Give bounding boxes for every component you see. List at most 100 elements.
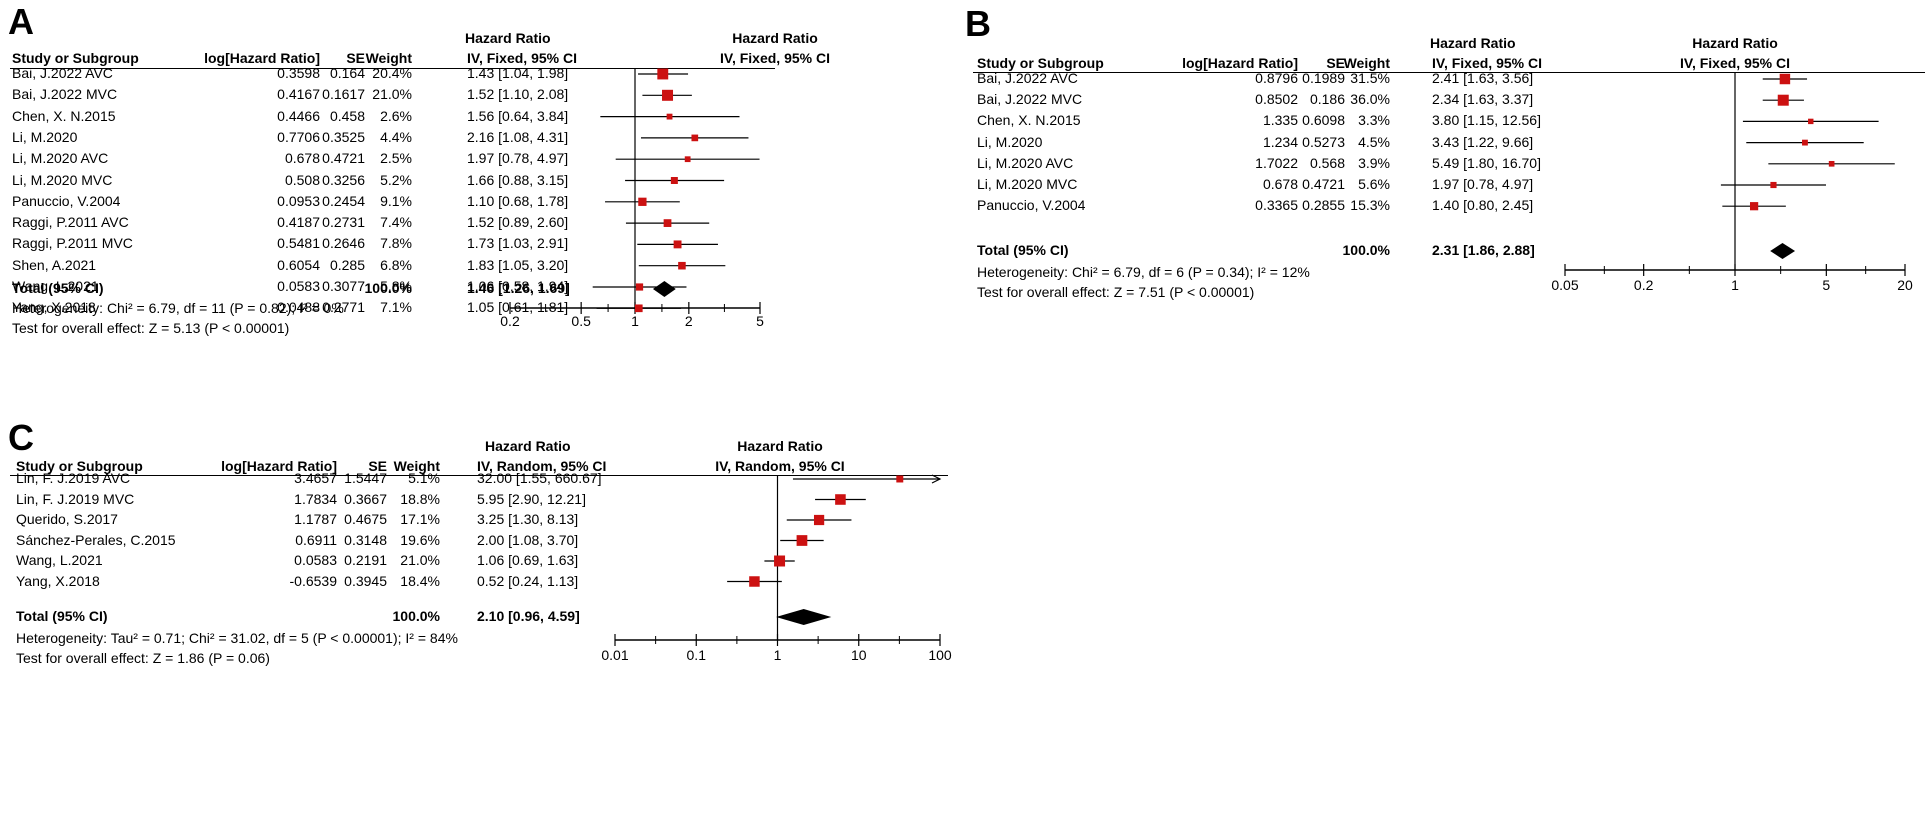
ci-value: 2.16 [1.08, 4.31] <box>467 128 569 145</box>
ci-value: 3.80 [1.15, 12.56] <box>1432 112 1541 129</box>
pooled-diamond <box>776 609 832 625</box>
ci-value: 1.66 [0.88, 3.15] <box>467 171 569 188</box>
total-label: Total (95% CI) <box>977 242 1069 258</box>
se-value: 0.4675 <box>344 511 387 527</box>
se-value: 0.2855 <box>1302 197 1345 214</box>
loghr-value: 0.8796 <box>1255 70 1298 86</box>
se-value: 0.3077 <box>322 278 365 294</box>
se-value: 0.3667 <box>344 490 387 507</box>
study-name: Yang, X.2018 <box>16 572 100 589</box>
effect-marker <box>666 113 673 120</box>
loghr-value: 0.3598 <box>277 65 320 81</box>
ci-value: 1.97 [0.78, 4.97] <box>1432 176 1534 192</box>
effect-marker <box>678 261 686 270</box>
loghr-value: 0.0583 <box>294 552 337 568</box>
heterogeneity-text: Heterogeneity: Chi² = 6.79, df = 6 (P = … <box>977 264 1310 280</box>
effect-marker <box>638 197 647 206</box>
weight-value: 7.1% <box>380 299 412 316</box>
x-tick-label: 1 <box>774 647 782 663</box>
ci-arrow <box>931 474 942 484</box>
ci-column-header-top: Hazard Ratio <box>1430 35 1516 51</box>
weight-value: 36.0% <box>1350 91 1390 108</box>
loghr-value: 3.4657 <box>294 470 337 486</box>
x-tick-label: 1 <box>631 313 639 329</box>
weight-value: 3.9% <box>1358 154 1390 171</box>
study-name: Bai, J.2022 AVC <box>977 70 1078 86</box>
study-name: Raggi, P.2011 MVC <box>12 235 133 252</box>
study-name: Li, M.2020 <box>12 128 78 145</box>
se-value: 0.3256 <box>322 171 365 188</box>
ci-column-header-top: Hazard Ratio <box>485 438 571 454</box>
effect-marker <box>813 514 825 526</box>
header-rule <box>10 68 775 69</box>
study-name: Li, M.2020 MVC <box>977 176 1078 192</box>
col-header-study: Study or Subgroup <box>977 55 1104 71</box>
loghr-value: 0.0583 <box>277 278 320 294</box>
x-tick-label: 0.05 <box>1551 277 1578 293</box>
loghr-value: 0.3365 <box>1255 197 1298 214</box>
col-header-weight: Weight <box>365 50 412 66</box>
ci-value: 5.95 [2.90, 12.21] <box>477 490 586 507</box>
study-name: Sánchez-Perales, C.2015 <box>16 531 176 548</box>
forest-panel-c: C Hazard Ratio Study or Subgroup log[Hazard… <box>0 420 960 840</box>
study-name: Bai, J.2022 AVC <box>12 65 113 81</box>
se-value: 0.3945 <box>344 572 387 589</box>
plot-header: Hazard Ratio <box>737 438 823 454</box>
effect-marker <box>796 535 808 546</box>
weight-value: 2.5% <box>380 150 412 167</box>
loghr-value: 0.0953 <box>277 192 320 209</box>
ci-value: 1.10 [0.68, 1.78] <box>467 192 569 209</box>
study-name: Li, M.2020 MVC <box>12 171 113 188</box>
col-header-loghr: log[Hazard Ratio] <box>204 50 320 66</box>
plot-header: Hazard Ratio <box>732 30 818 46</box>
forest-plot-area: 0.01 0.1 1 10 100 <box>601 474 952 663</box>
total-weight: 100.0% <box>364 280 412 296</box>
se-value: 0.164 <box>329 65 365 81</box>
weight-value: 5.1% <box>408 470 440 486</box>
weight-value: 18.4% <box>400 572 440 589</box>
x-tick-label: 100 <box>928 647 952 663</box>
col-header-weight: Weight <box>393 458 440 474</box>
study-name: Lin, F. J.2019 AVC <box>16 470 131 486</box>
effect-marker <box>691 134 699 142</box>
study-name: Lin, F. J.2019 MVC <box>16 490 135 507</box>
study-name: Panuccio, V.2004 <box>977 197 1086 214</box>
weight-value: 4.5% <box>1358 133 1390 150</box>
weight-value: 9.1% <box>380 192 412 209</box>
effect-marker <box>1802 139 1808 146</box>
study-name: Bai, J.2022 MVC <box>12 86 118 103</box>
weight-value: 3.3% <box>1358 112 1390 129</box>
study-name: Li, M.2020 AVC <box>12 150 109 167</box>
loghr-value: 1.7834 <box>294 490 337 507</box>
effect-marker <box>1808 118 1814 125</box>
total-ci: 2.10 [0.96, 4.59] <box>477 608 580 624</box>
ci-value: 1.05 [0.61, 1.81] <box>467 299 569 316</box>
study-name: Wang, L.2021 <box>16 552 103 568</box>
se-value: 0.5273 <box>1302 133 1345 150</box>
ci-value: 1.56 [0.64, 3.84] <box>467 107 569 124</box>
col-header-se: SE <box>1326 55 1345 71</box>
weight-value: 18.8% <box>400 490 440 507</box>
weight-value: 5.8% <box>380 278 412 294</box>
col-header-study: Study or Subgroup <box>16 458 143 474</box>
ci-value: 2.00 [1.08, 3.70] <box>477 531 579 548</box>
x-tick-label: 0.2 <box>1634 277 1654 293</box>
total-ci: 1.46 [1.26, 1.69] <box>467 280 570 296</box>
col-header-weight: Weight <box>1343 55 1390 71</box>
study-name: Querido, S.2017 <box>16 511 118 527</box>
weight-value: 7.8% <box>380 235 412 252</box>
x-tick-label: 20 <box>1897 277 1913 293</box>
effect-marker <box>896 475 904 483</box>
total-label: Total (95% CI) <box>12 280 104 296</box>
effect-marker <box>634 304 643 313</box>
weight-value: 19.6% <box>400 531 440 548</box>
x-tick-label: 0.2 <box>500 313 520 329</box>
overall-effect-text: Test for overall effect: Z = 5.13 (P < 0… <box>12 320 290 336</box>
loghr-value: 0.4466 <box>277 107 320 124</box>
effect-marker <box>774 555 786 567</box>
study-name: Chen, X. N.2015 <box>977 112 1081 129</box>
se-value: 0.458 <box>329 107 365 124</box>
forest-panel-a: A Hazard Ratio Study or Subgroup log[Hazard… <box>0 0 960 420</box>
ci-value: 2.34 [1.63, 3.37] <box>1432 91 1534 108</box>
se-value: 0.2454 <box>322 192 365 209</box>
